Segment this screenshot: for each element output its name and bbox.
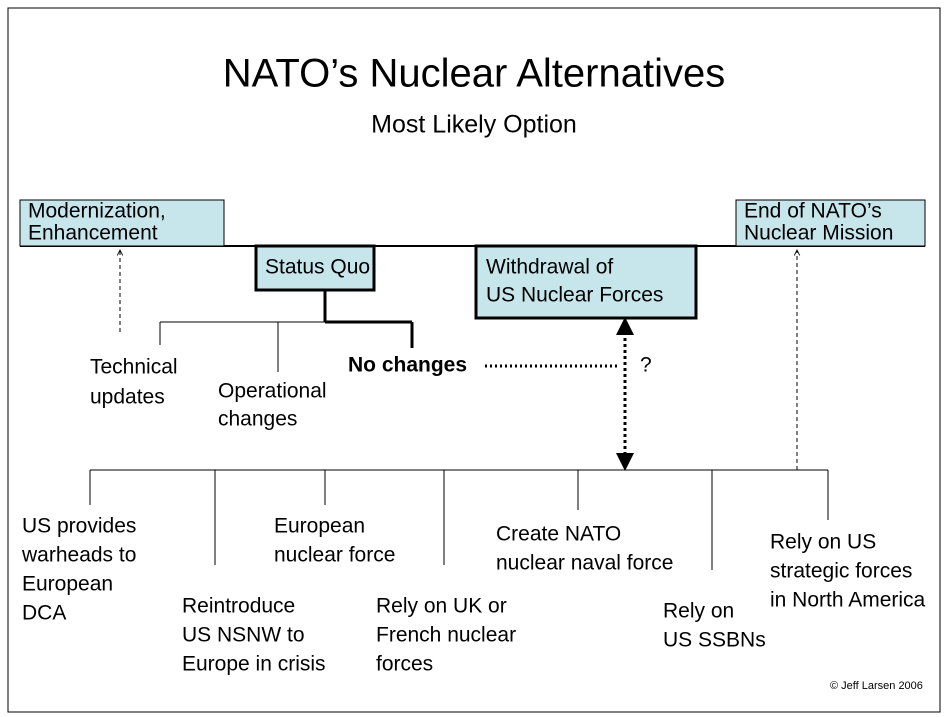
frame (7, 7, 941, 713)
box-text: Withdrawal of (486, 256, 613, 279)
option-text: warheads to (21, 544, 136, 567)
box-text: End of NATO’s (744, 200, 882, 223)
copyright: © Jeff Larsen 2006 (830, 680, 923, 692)
option-text: Technical (90, 356, 178, 379)
option-text: changes (218, 408, 297, 431)
title: NATO’s Nuclear Alternatives (223, 52, 725, 96)
option-text: No changes (348, 354, 467, 377)
option-text: Rely on UK or (376, 595, 507, 618)
option-text: Operational (218, 380, 327, 403)
option-text: US SSBNs (663, 629, 766, 652)
option-text: forces (376, 653, 433, 676)
box-text: US Nuclear Forces (486, 284, 663, 307)
withdrawal-options: US provides warheads to European DCA Reintro… (21, 515, 926, 676)
box-text: Nuclear Mission (744, 222, 893, 245)
option-text: Rely on (663, 600, 734, 623)
option-text: Europe in crisis (182, 653, 326, 676)
option-text: European (22, 573, 113, 596)
option-text: French nuclear (376, 624, 516, 647)
box (735, 199, 926, 247)
option-text: DCA (22, 602, 66, 625)
option-text: updates (90, 386, 165, 409)
box-text: Modernization, (28, 200, 166, 223)
question-mark: ? (640, 354, 652, 377)
option-text: Rely on US (770, 531, 876, 554)
option-text: US provides (22, 515, 136, 538)
box (474, 244, 698, 320)
box-text: Enhancement (28, 222, 158, 245)
box (254, 244, 376, 292)
option-text: Create NATO (496, 523, 621, 546)
option-text: European (274, 515, 365, 538)
option-text: US NSNW to (182, 624, 305, 647)
box (19, 199, 225, 247)
option-text: nuclear naval force (496, 552, 673, 575)
subtitle: Most Likely Option (371, 111, 577, 139)
option-text: in North America (770, 589, 926, 612)
option-text: Reintroduce (182, 595, 295, 618)
option-text: strategic forces (770, 560, 912, 583)
option-text: nuclear force (274, 544, 395, 567)
box-text: Status Quo (265, 256, 370, 279)
